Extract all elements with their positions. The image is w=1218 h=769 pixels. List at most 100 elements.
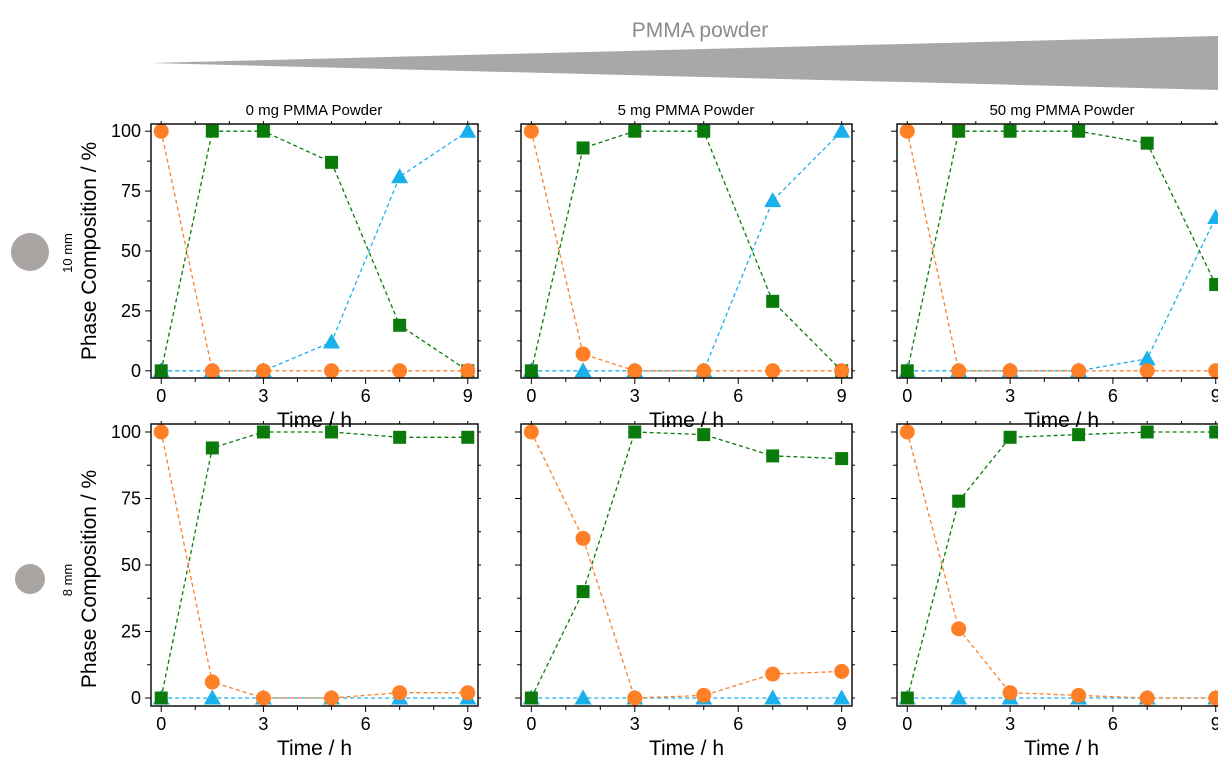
data-point-orange-circle <box>899 424 915 440</box>
data-point-green-square <box>393 430 407 444</box>
x-tick-label: 3 <box>258 714 268 734</box>
data-point-green-square <box>325 155 339 169</box>
series-line-green-square <box>530 130 843 372</box>
plot-frame <box>520 123 853 379</box>
disk-icon-10mm <box>11 233 49 271</box>
data-layer <box>522 124 851 378</box>
data-point-orange-circle <box>765 363 781 378</box>
row-ylabel-8mm: Phase Composition / % <box>78 470 101 688</box>
x-tick-label: 6 <box>361 714 371 734</box>
data-point-orange-circle <box>696 363 712 378</box>
data-point-green-square <box>766 294 780 308</box>
data-point-green-square <box>697 428 711 442</box>
data-point-orange-circle <box>627 690 643 706</box>
series-line-green-square <box>160 431 468 699</box>
data-point-green-square <box>952 494 966 508</box>
x-axis-title: Time / h <box>649 409 724 432</box>
x-tick-label: 6 <box>733 714 743 734</box>
data-point-orange-circle <box>1208 690 1218 706</box>
y-tick-label: 0 <box>131 688 141 708</box>
plot-frame <box>150 123 479 379</box>
data-point-green-square <box>1003 124 1017 138</box>
data-point-green-square <box>835 452 849 466</box>
data-point-green-square <box>205 441 219 455</box>
data-point-green-square <box>1072 428 1086 442</box>
data-point-green-square <box>393 318 407 332</box>
data-layer <box>152 424 477 706</box>
x-tick-label: 0 <box>902 714 912 734</box>
data-point-green-square <box>576 585 590 599</box>
data-point-cyan-triangle <box>574 362 592 378</box>
chart-panel-10mm-0mg: 0 3 6 9 0 25 50 75 100 Time / h <box>111 121 481 432</box>
data-point-orange-circle <box>1071 687 1087 703</box>
panel-title-5mg: 5 mg PMMA Powder <box>618 102 755 119</box>
data-point-cyan-triangle <box>323 333 341 349</box>
plot-frame <box>896 123 1218 379</box>
data-point-green-square <box>256 425 270 439</box>
data-point-cyan-triangle <box>574 689 592 705</box>
chart-panel-10mm-50mg: 0 3 6 9 Time / h <box>891 121 1218 432</box>
data-point-cyan-triangle <box>833 124 851 138</box>
x-tick-label: 0 <box>902 386 912 406</box>
x-tick-label: 9 <box>837 714 847 734</box>
data-point-green-square <box>697 124 711 138</box>
data-point-orange-circle <box>255 690 271 706</box>
x-tick-label: 3 <box>258 386 268 406</box>
series-line-orange-circle <box>160 431 468 699</box>
pmma-header-label: PMMA powder <box>632 19 769 42</box>
data-point-green-square <box>900 691 914 705</box>
data-point-green-square <box>1140 136 1154 150</box>
data-point-green-square <box>1072 124 1086 138</box>
data-point-green-square <box>154 364 168 378</box>
data-point-orange-circle <box>899 124 915 139</box>
y-tick-label: 75 <box>121 181 141 201</box>
y-tick-label: 100 <box>111 121 141 141</box>
data-layer <box>898 124 1218 378</box>
data-point-orange-circle <box>951 363 967 378</box>
data-point-orange-circle <box>392 685 408 701</box>
series-line-green-square <box>906 431 1216 699</box>
data-point-cyan-triangle <box>950 689 968 705</box>
row-label-8mm: 8 mm Phase Composition / % <box>15 470 101 688</box>
data-point-orange-circle <box>1208 363 1218 378</box>
data-point-green-square <box>325 425 339 439</box>
chart-panel-8mm-50mg: 0 3 6 9 Time / h <box>891 421 1218 760</box>
y-tick-label: 25 <box>121 301 141 321</box>
data-point-orange-circle <box>1002 685 1018 701</box>
data-point-orange-circle <box>834 363 850 378</box>
data-point-orange-circle <box>765 666 781 682</box>
x-tick-label: 0 <box>156 714 166 734</box>
series-line-orange-circle <box>906 131 1216 372</box>
row-label-10mm: 10 mm Phase Composition / % <box>11 142 101 360</box>
data-point-orange-circle <box>575 346 591 362</box>
data-point-cyan-triangle <box>203 689 221 705</box>
data-layer <box>152 124 477 378</box>
y-tick-label: 100 <box>111 422 141 442</box>
series-line-green-square <box>906 130 1217 371</box>
x-tick-label: 6 <box>361 386 371 406</box>
series-line-cyan-triangle <box>531 130 843 372</box>
x-tick-label: 6 <box>1108 714 1118 734</box>
series-line-green-square <box>530 431 842 699</box>
x-tick-label: 9 <box>463 714 473 734</box>
data-layer <box>522 424 851 706</box>
data-point-green-square <box>154 691 168 705</box>
data-point-orange-circle <box>255 363 271 378</box>
data-point-cyan-triangle <box>764 689 782 705</box>
data-point-orange-circle <box>627 363 643 378</box>
row-ylabel-10mm: Phase Composition / % <box>78 142 101 360</box>
series-line-orange-circle <box>906 431 1216 699</box>
data-point-orange-circle <box>1139 363 1155 378</box>
x-tick-label: 9 <box>463 386 473 406</box>
data-point-orange-circle <box>1071 363 1087 378</box>
data-point-orange-circle <box>460 685 476 701</box>
data-point-cyan-triangle <box>1138 350 1156 366</box>
x-axis-title: Time / h <box>649 737 724 760</box>
chart-panel-10mm-5mg: 0 3 6 9 Time / h <box>515 121 855 432</box>
data-point-orange-circle <box>696 687 712 703</box>
x-axis-title: Time / h <box>1024 737 1099 760</box>
data-point-green-square <box>1209 278 1218 292</box>
data-point-green-square <box>524 691 538 705</box>
data-point-orange-circle <box>204 674 220 690</box>
